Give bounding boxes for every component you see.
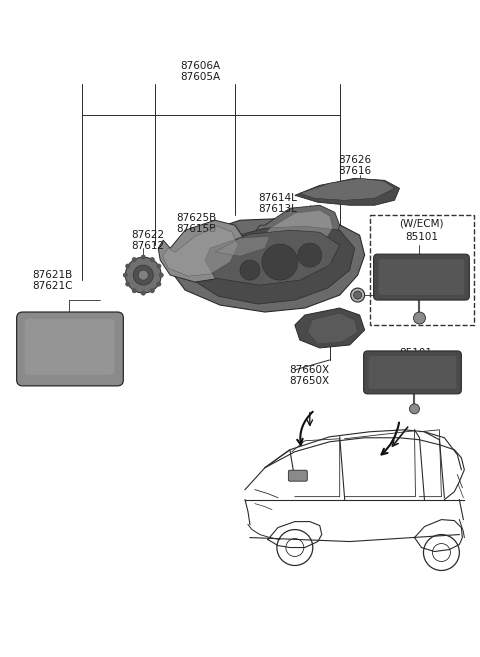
Circle shape [125, 282, 130, 286]
Text: 87650X: 87650X [290, 376, 330, 386]
Polygon shape [183, 226, 355, 304]
Text: 87606A: 87606A [180, 60, 220, 70]
Text: 87626: 87626 [338, 155, 371, 166]
Polygon shape [308, 313, 358, 344]
Circle shape [156, 263, 161, 269]
Polygon shape [295, 178, 399, 205]
Polygon shape [205, 230, 340, 285]
Circle shape [133, 265, 153, 285]
Circle shape [354, 291, 361, 299]
Polygon shape [215, 237, 270, 256]
Text: 87614L: 87614L [258, 193, 297, 203]
Circle shape [413, 312, 425, 324]
Bar [370, 215, 474, 325]
Circle shape [240, 260, 260, 280]
Circle shape [262, 244, 298, 280]
Circle shape [125, 263, 130, 269]
Circle shape [138, 270, 148, 280]
Text: 87625B: 87625B [176, 214, 216, 223]
Text: 87660X: 87660X [290, 365, 330, 375]
Circle shape [150, 257, 155, 262]
Circle shape [125, 257, 161, 293]
Text: 87622: 87622 [132, 230, 165, 240]
Polygon shape [162, 226, 238, 276]
Polygon shape [168, 218, 365, 312]
FancyBboxPatch shape [17, 312, 123, 386]
FancyBboxPatch shape [288, 470, 307, 481]
Text: 85101: 85101 [405, 232, 438, 242]
Text: 1339CC: 1339CC [392, 292, 433, 302]
Text: 85101: 85101 [399, 348, 432, 358]
Circle shape [150, 288, 155, 293]
Polygon shape [295, 308, 365, 348]
Circle shape [123, 273, 128, 278]
Text: 87621B: 87621B [33, 270, 72, 280]
Circle shape [132, 257, 137, 262]
Text: 87612: 87612 [132, 241, 165, 251]
Polygon shape [158, 220, 245, 282]
Text: 87616: 87616 [338, 166, 371, 176]
Text: (W/ECM): (W/ECM) [399, 218, 444, 228]
Circle shape [409, 404, 420, 414]
Circle shape [132, 288, 137, 293]
Circle shape [156, 282, 161, 286]
Text: 87605A: 87605A [180, 72, 220, 81]
Text: 87621C: 87621C [32, 281, 73, 291]
Polygon shape [300, 178, 395, 200]
FancyBboxPatch shape [369, 356, 456, 389]
Text: 87615B: 87615B [176, 224, 216, 235]
Circle shape [141, 290, 146, 296]
FancyBboxPatch shape [373, 254, 469, 300]
Polygon shape [255, 205, 340, 250]
Circle shape [141, 255, 146, 260]
FancyBboxPatch shape [364, 351, 461, 394]
FancyBboxPatch shape [379, 259, 464, 295]
Circle shape [298, 243, 322, 267]
Circle shape [351, 288, 365, 302]
Polygon shape [265, 210, 333, 246]
Circle shape [159, 273, 164, 278]
FancyBboxPatch shape [24, 319, 114, 375]
Text: 87613L: 87613L [258, 204, 297, 214]
